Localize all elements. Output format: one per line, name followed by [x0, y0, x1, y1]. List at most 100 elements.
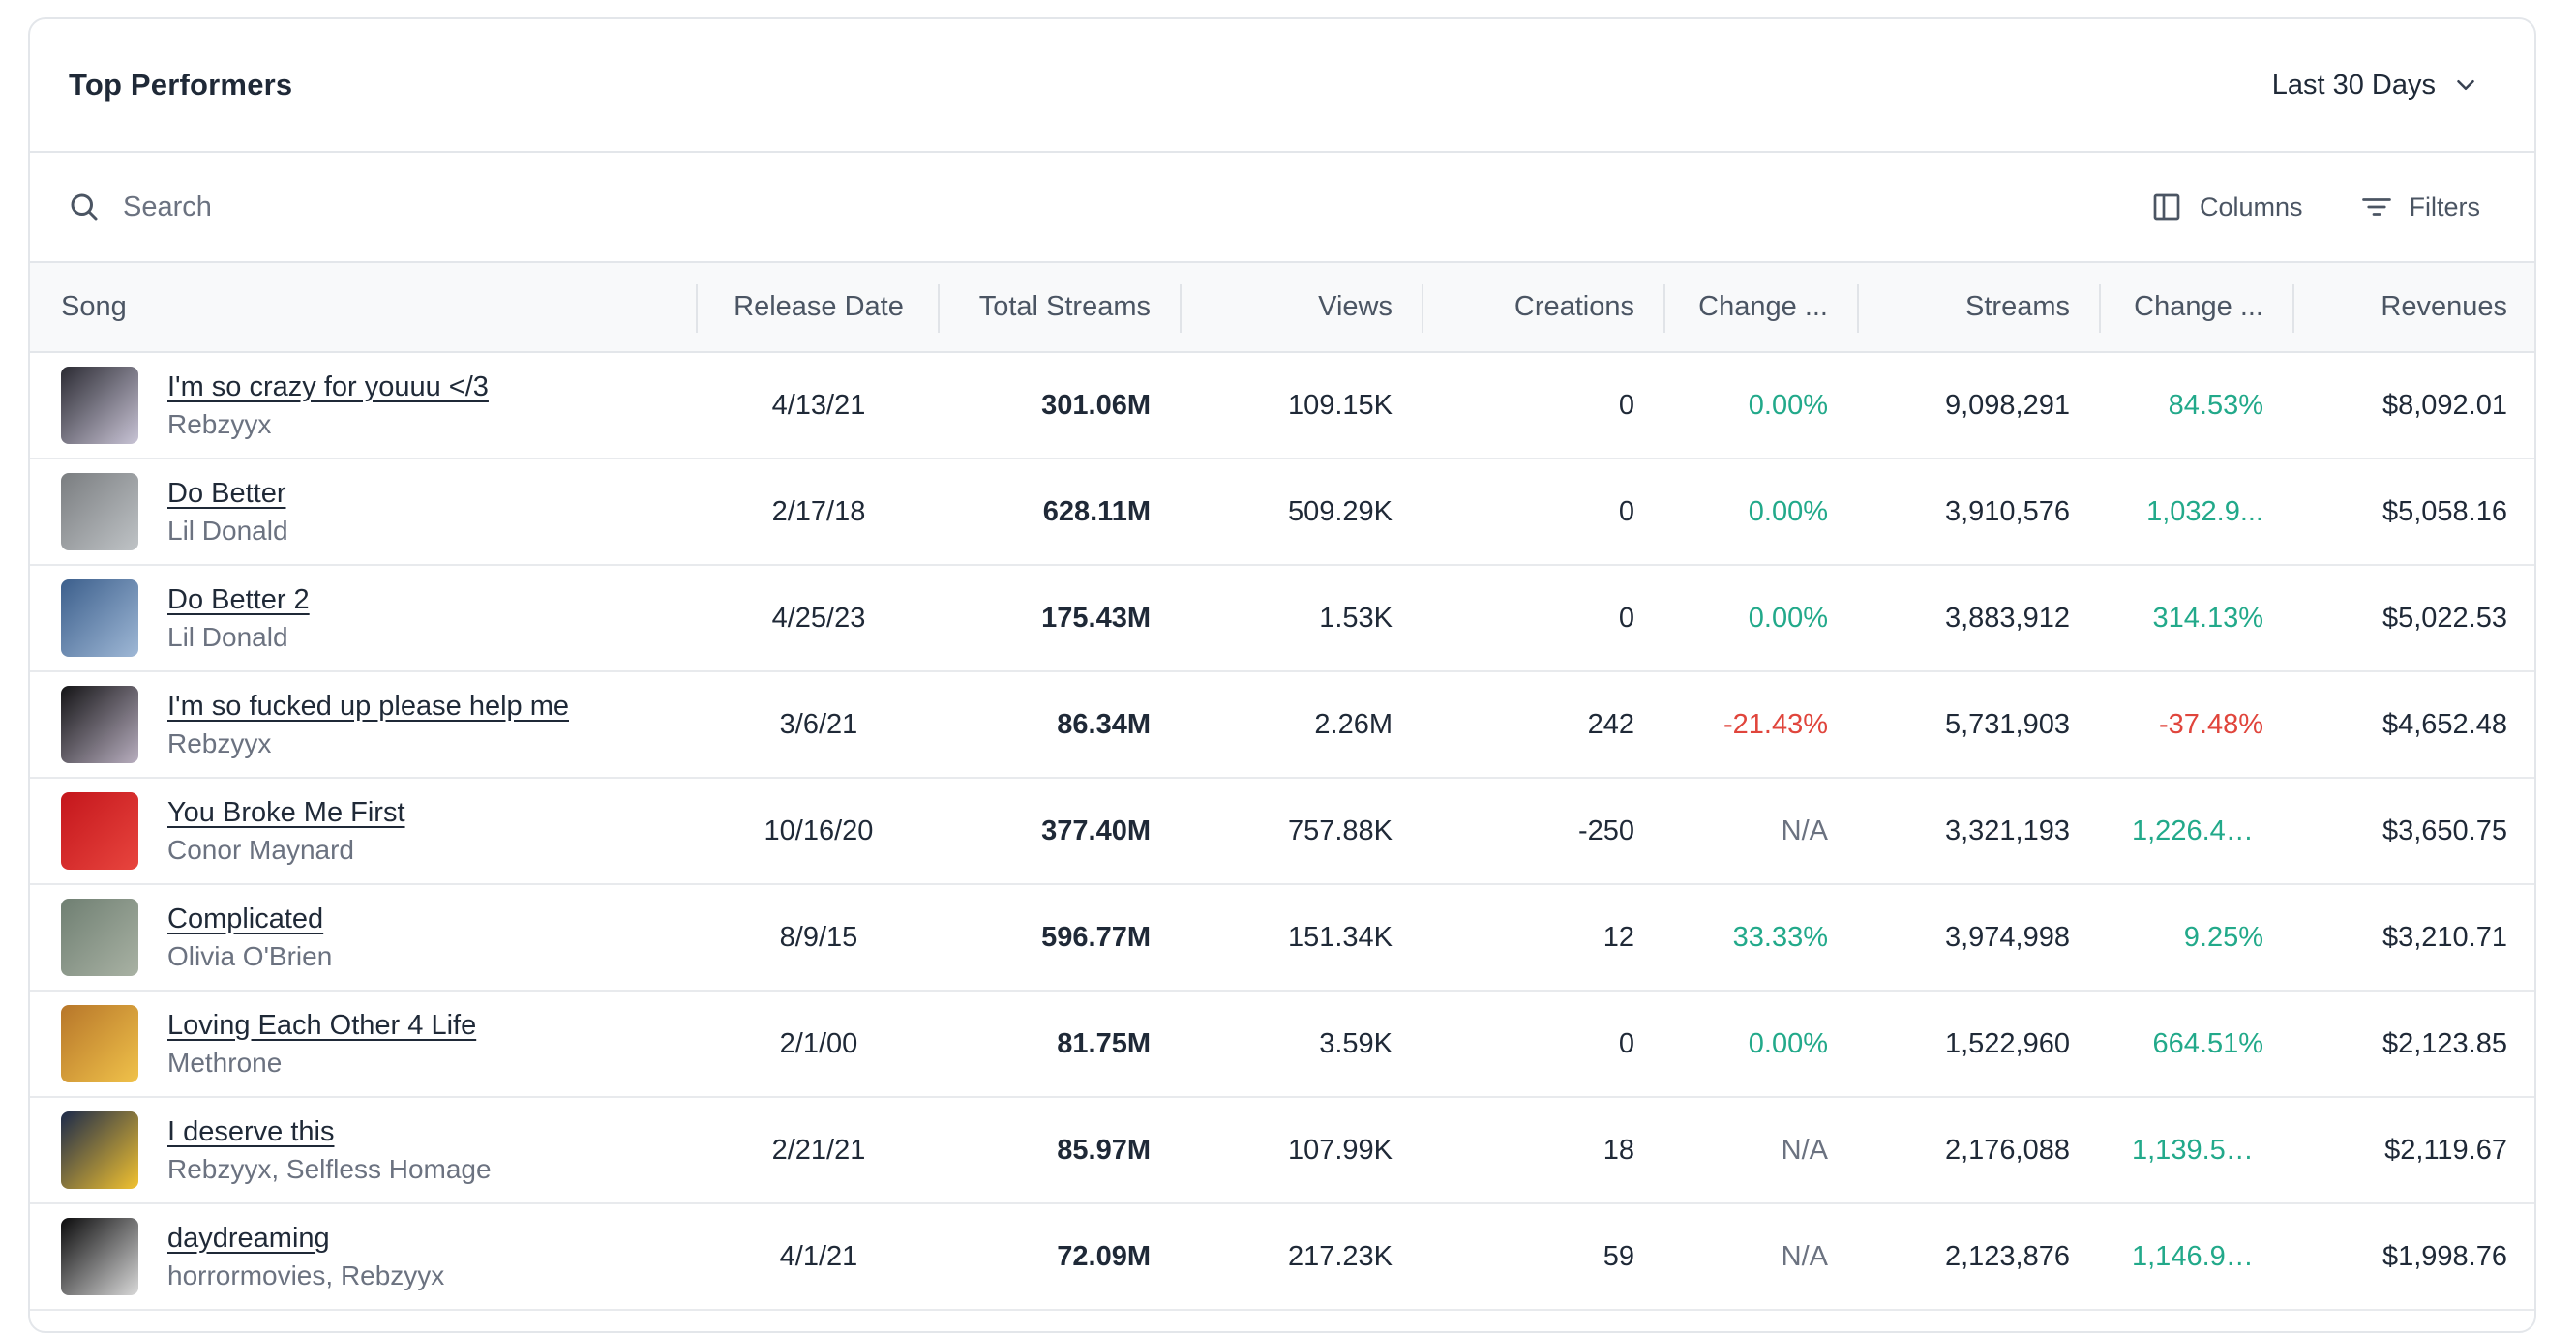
streams-change-cell: 314.13%: [2152, 602, 2264, 634]
streams-change-cell: 1,146.91%: [2132, 1240, 2266, 1272]
creations-cell: 242: [1587, 708, 1634, 740]
views-cell: 107.99K: [1287, 1134, 1393, 1166]
column-header-views[interactable]: Views: [1182, 263, 1423, 352]
album-cover: [61, 1005, 138, 1082]
song-title-link[interactable]: Loving Each Other 4 Life: [167, 1009, 477, 1041]
table-row[interactable]: Do Better Lil Donald 2/17/18 628.11M 509…: [30, 459, 2534, 565]
streams-change-cell: 1,032.9...: [2146, 495, 2263, 527]
album-cover: [61, 792, 138, 870]
creations-cell: 12: [1603, 921, 1634, 953]
table-row[interactable]: Loving Each Other 4 Life Methrone 2/1/00…: [30, 991, 2534, 1097]
song-artist: Rebzyyx: [167, 408, 272, 439]
revenue-cell: $3,650.75: [2381, 815, 2507, 846]
column-header-creations[interactable]: Creations: [1423, 263, 1665, 352]
streams-cell: 3,321,193: [1944, 815, 2070, 846]
total-streams-cell: 86.34M: [1057, 708, 1151, 740]
streams-change-cell: -37.48%: [2158, 708, 2263, 740]
streams-cell: 3,974,998: [1944, 921, 2070, 953]
creations-cell: -250: [1577, 815, 1634, 846]
creations-change-cell: N/A: [1781, 1134, 1828, 1166]
column-header-streams[interactable]: Streams: [1859, 263, 2101, 352]
song-title-link[interactable]: I deserve this: [167, 1115, 335, 1147]
toolbar-actions: Columns Filters: [2149, 190, 2480, 224]
album-cover: [61, 899, 138, 976]
release-date-cell: 3/6/21: [779, 708, 858, 740]
views-cell: 509.29K: [1287, 495, 1393, 527]
song-title-link[interactable]: Do Better 2: [167, 583, 310, 615]
total-streams-cell: 628.11M: [1042, 495, 1151, 527]
table-row[interactable]: I'm so fucked up please help me Rebzyyx …: [30, 671, 2534, 778]
table-row[interactable]: I'm so crazy for youuu </3 Rebzyyx 4/13/…: [30, 352, 2534, 459]
table-row[interactable]: daydreaming horrormovies, Rebzyyx 4/1/21…: [30, 1203, 2534, 1310]
streams-change-cell: 1,226.47%: [2132, 815, 2266, 846]
streams-cell: 2,176,088: [1944, 1134, 2070, 1166]
revenue-cell: $4,652.48: [2381, 708, 2507, 740]
date-range-dropdown[interactable]: Last 30 Days: [2272, 70, 2480, 102]
album-cover: [61, 1111, 138, 1189]
album-cover: [61, 686, 138, 763]
song-cell: I'm so crazy for youuu </3 Rebzyyx: [30, 352, 698, 459]
streams-cell: 5,731,903: [1944, 708, 2070, 740]
total-streams-cell: 85.97M: [1057, 1134, 1151, 1166]
views-cell: 109.15K: [1287, 389, 1393, 421]
song-artist: Methrone: [167, 1047, 283, 1078]
column-header-song[interactable]: Song: [30, 263, 698, 352]
total-streams-cell: 72.09M: [1057, 1240, 1151, 1272]
song-title-link[interactable]: Complicated: [167, 903, 324, 934]
card-header: Top Performers Last 30 Days: [30, 19, 2534, 153]
table-row[interactable]: I deserve this Rebzyyx, Selfless Homage …: [30, 1097, 2534, 1203]
song-title-link[interactable]: I'm so crazy for youuu </3: [167, 370, 489, 402]
search-input[interactable]: [123, 191, 704, 223]
streams-change-cell: 9.25%: [2183, 921, 2263, 953]
table-row[interactable]: Do Better 2 Lil Donald 4/25/23 175.43M 1…: [30, 565, 2534, 671]
creations-change-cell: N/A: [1781, 815, 1828, 846]
column-header-revenues[interactable]: Revenues: [2381, 291, 2507, 322]
release-date-cell: 4/13/21: [771, 389, 866, 421]
song-artist: Lil Donald: [167, 515, 288, 546]
columns-icon: [2153, 193, 2180, 221]
song-artist: Lil Donald: [167, 621, 288, 652]
song-cell: Complicated Olivia O'Brien: [30, 884, 698, 991]
views-cell: 217.23K: [1287, 1240, 1393, 1272]
song-cell: Do Better Lil Donald: [30, 459, 698, 565]
date-range-label: Last 30 Days: [2271, 69, 2436, 101]
total-streams-cell: 596.77M: [1041, 921, 1151, 953]
song-artist: Rebzyyx, Selfless Homage: [167, 1153, 492, 1184]
views-cell: 757.88K: [1287, 815, 1393, 846]
filters-button[interactable]: Filters: [2359, 190, 2480, 224]
views-cell: 151.34K: [1287, 921, 1393, 953]
streams-change-cell: 1,139.51%: [2132, 1134, 2266, 1166]
streams-change-cell: 664.51%: [2152, 1027, 2264, 1059]
revenue-cell: $5,022.53: [2381, 602, 2507, 634]
song-artist: Conor Maynard: [167, 834, 354, 865]
table-row[interactable]: Complicated Olivia O'Brien 8/9/15 596.77…: [30, 884, 2534, 991]
song-title-link[interactable]: You Broke Me First: [167, 796, 405, 828]
creations-change-cell: 0.00%: [1748, 389, 1828, 421]
release-date-cell: 4/25/23: [771, 602, 866, 634]
release-date-cell: 2/21/21: [771, 1134, 866, 1166]
top-performers-card: Top Performers Last 30 Days Columns Filt…: [28, 17, 2536, 1333]
table-row[interactable]: You Broke Me First Conor Maynard 10/16/2…: [30, 778, 2534, 884]
creations-cell: 59: [1603, 1240, 1634, 1272]
song-title-link[interactable]: Do Better: [167, 477, 286, 509]
album-cover: [61, 579, 138, 657]
creations-change-cell: 0.00%: [1748, 1027, 1828, 1059]
song-title-link[interactable]: daydreaming: [167, 1222, 330, 1254]
total-streams-cell: 175.43M: [1041, 602, 1151, 634]
total-streams-cell: 81.75M: [1057, 1027, 1151, 1059]
album-cover: [61, 367, 138, 444]
release-date-cell: 4/1/21: [779, 1240, 858, 1272]
song-cell: You Broke Me First Conor Maynard: [30, 778, 698, 884]
column-header-creations-change[interactable]: Change ...: [1665, 263, 1859, 352]
revenue-cell: $8,092.01: [2381, 389, 2507, 421]
creations-change-cell: 0.00%: [1748, 602, 1828, 634]
column-header-total-streams[interactable]: Total Streams: [940, 263, 1182, 352]
column-header-streams-change[interactable]: Change ...: [2101, 263, 2294, 352]
revenue-cell: $5,058.16: [2381, 495, 2507, 527]
columns-button[interactable]: Columns: [2149, 190, 2303, 224]
release-date-cell: 10/16/20: [764, 815, 874, 846]
streams-cell: 3,883,912: [1944, 602, 2070, 634]
column-header-release-date[interactable]: Release Date: [698, 263, 940, 352]
chevron-down-icon: [2457, 80, 2474, 90]
song-title-link[interactable]: I'm so fucked up please help me: [167, 690, 569, 722]
